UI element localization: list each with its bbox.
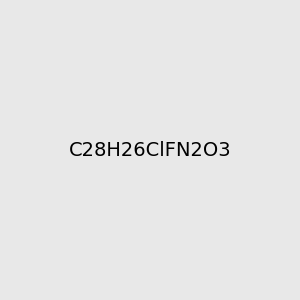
- Text: C28H26ClFN2O3: C28H26ClFN2O3: [69, 140, 231, 160]
